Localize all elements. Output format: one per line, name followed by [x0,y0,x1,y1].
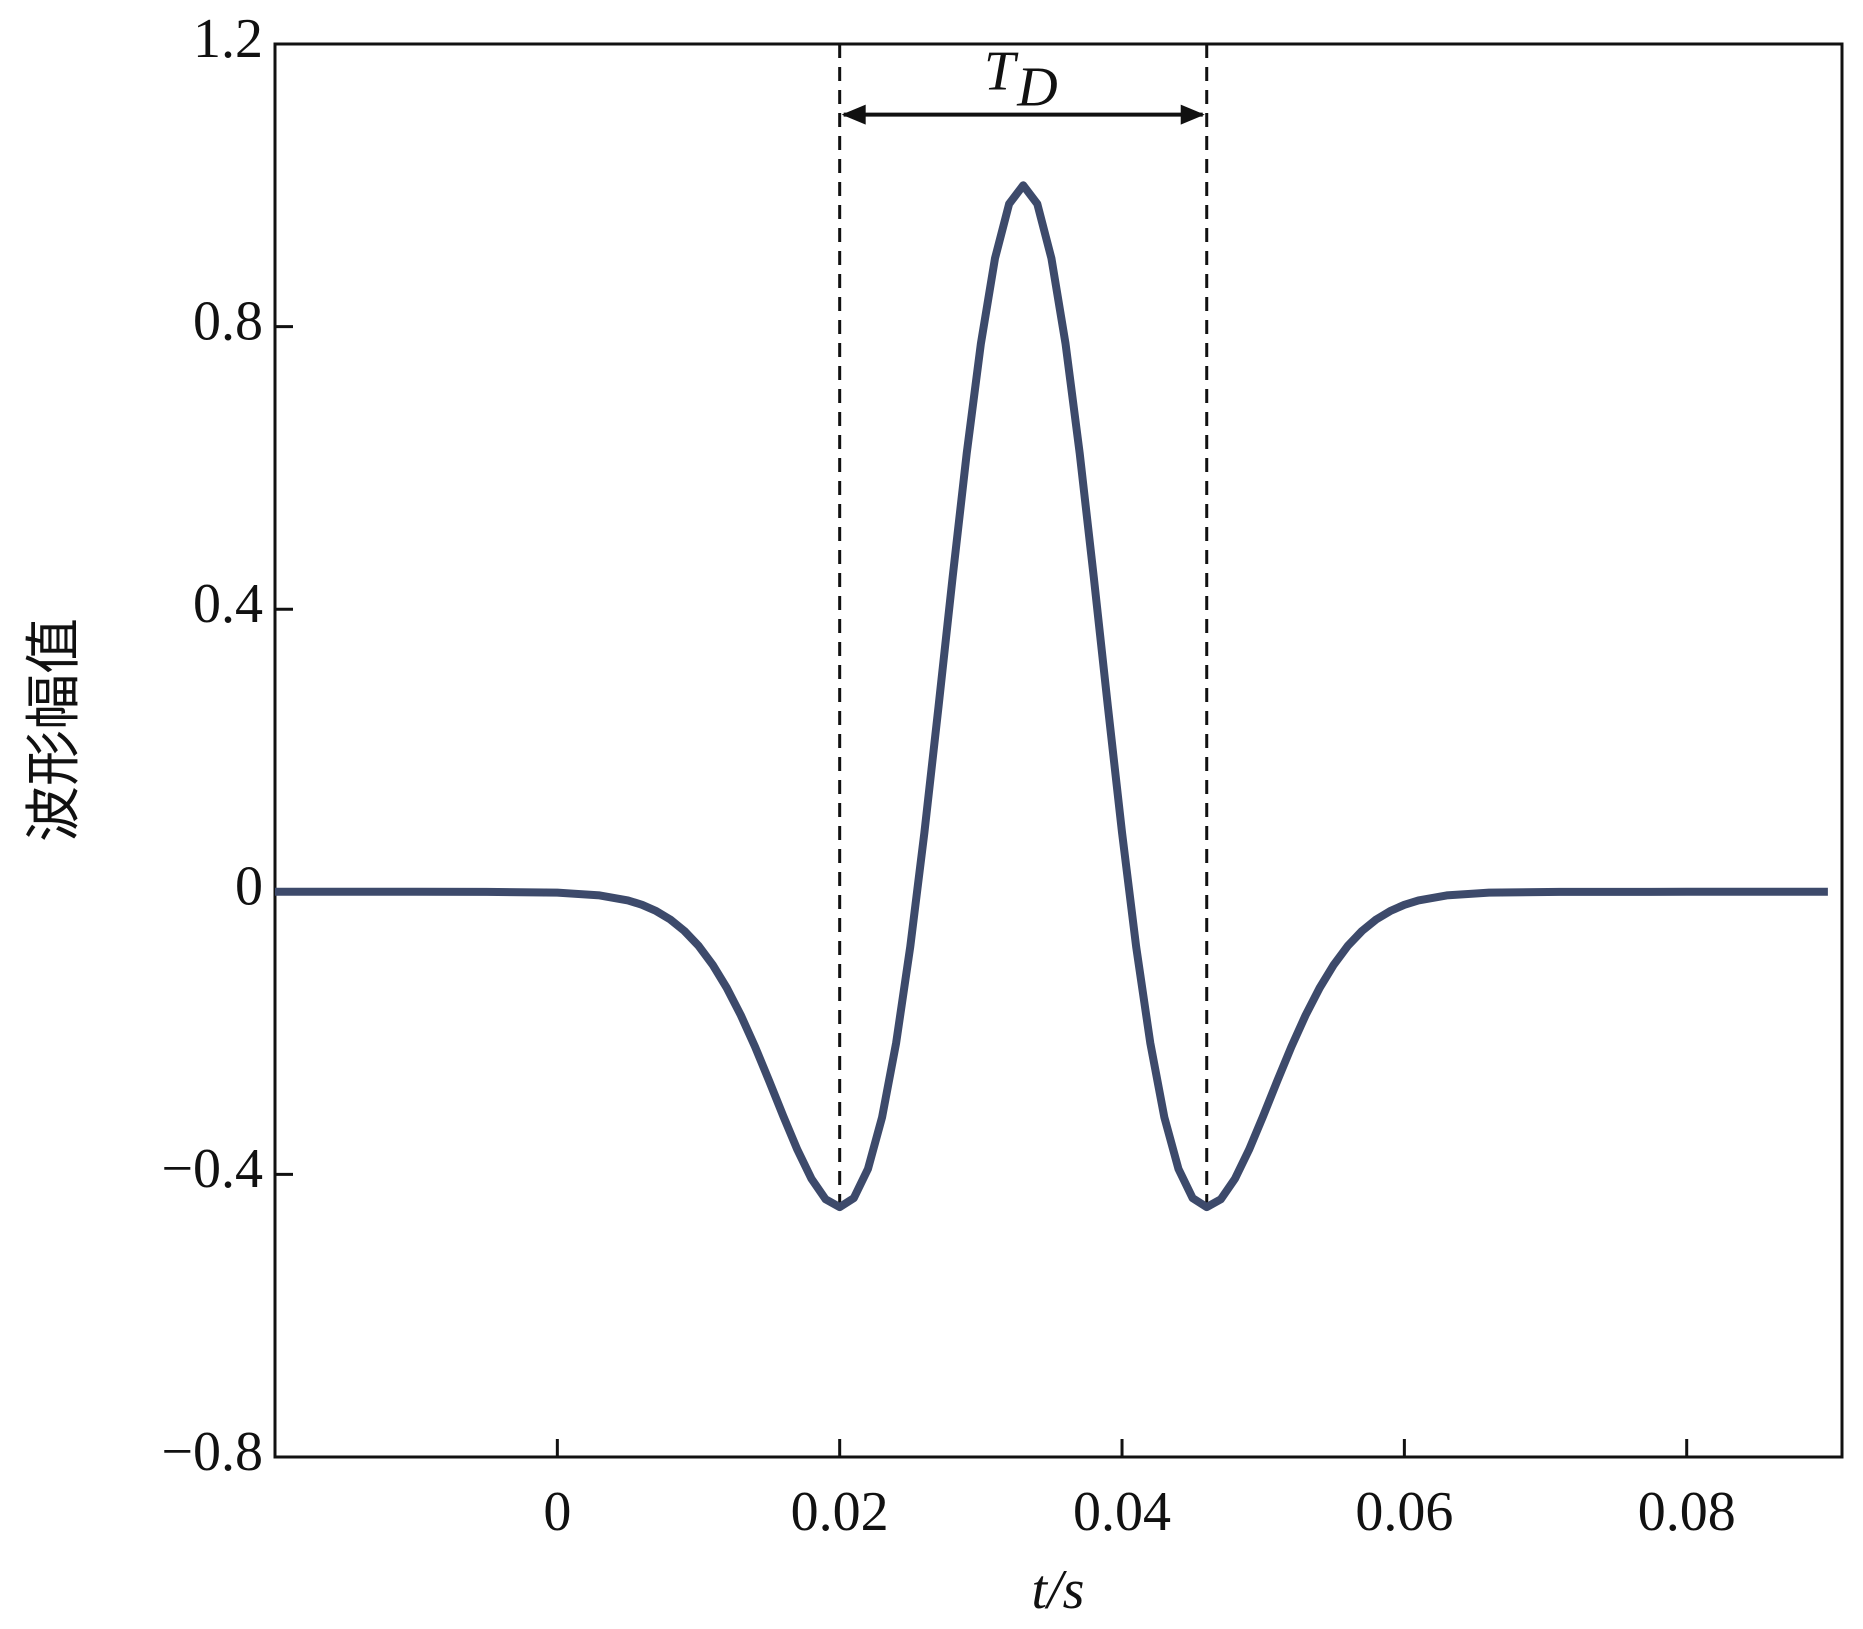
x-axis-label: t/s [1032,1559,1085,1621]
x-tick-label: 0.04 [1073,1481,1171,1543]
annotation-label: T [984,40,1019,102]
y-tick-label: −0.8 [161,1421,263,1483]
y-tick-label: 0.4 [193,573,263,635]
plot-frame [273,42,1844,1459]
y-axis-label: 波形幅值 [24,618,86,842]
annotation-subscript: D [1016,56,1057,118]
x-tick-label: 0.02 [791,1481,889,1543]
arrow-head [1180,104,1205,125]
y-tick-label: 0 [235,856,263,918]
y-tick-label: 1.2 [193,8,263,70]
x-tick-label: 0.08 [1638,1481,1736,1543]
y-tick-label: 0.8 [193,290,263,352]
y-tick-label: −0.4 [161,1138,263,1200]
arrow-head [841,104,866,125]
x-tick-label: 0 [543,1481,571,1543]
data-line [275,181,1828,1212]
x-tick-label: 0.06 [1355,1481,1453,1543]
